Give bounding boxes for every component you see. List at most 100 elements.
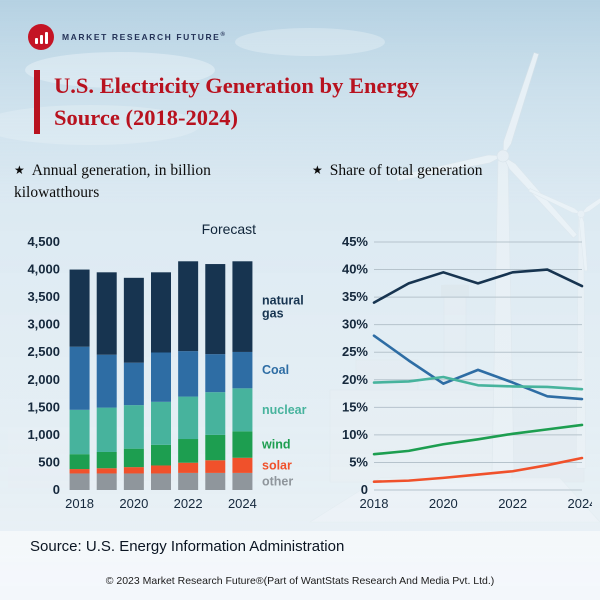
line-series-solar bbox=[372, 456, 584, 484]
bar-segment-wind bbox=[178, 439, 199, 463]
line-chart: 0 5% 10% 15% 20% 25% 30% 35% 40% 45% 2018 2020 2022 2… bbox=[342, 234, 592, 511]
bar-segment-other bbox=[232, 472, 253, 490]
bar-segment-natural-gas bbox=[151, 272, 171, 353]
brand-name-text: MARKET RESEARCH FUTURE bbox=[62, 32, 221, 42]
bar-chart: 0 500 1,000 1,500 2,000 2,500 3,000 3,500 4,000 4… bbox=[27, 221, 307, 511]
bar-segment-solar bbox=[96, 468, 117, 474]
right-subtitle-text: Share of total generation bbox=[329, 162, 483, 179]
bar-segment-other bbox=[151, 473, 171, 490]
legend-solar: solar bbox=[262, 458, 292, 472]
brand-name: MARKET RESEARCH FUTURE® bbox=[62, 32, 226, 42]
line-y-tick-label: 45% bbox=[342, 234, 368, 249]
left-subtitle-text: Annual generation, in billion kilowattho… bbox=[14, 162, 211, 202]
bar-segment-solar bbox=[178, 462, 199, 473]
bar-chart-container: 0 500 1,000 1,500 2,000 2,500 3,000 3,500 4,000 4… bbox=[14, 218, 324, 518]
source-text: Source: U.S. Energy Information Administ… bbox=[30, 538, 345, 555]
bar-segment-Coal bbox=[96, 354, 117, 408]
registered-mark: ® bbox=[220, 32, 227, 39]
bar-segment-other bbox=[96, 473, 117, 490]
legend-other: other bbox=[262, 474, 293, 488]
bar-segment-Coal bbox=[205, 354, 226, 393]
bar-segment-Coal bbox=[178, 351, 199, 397]
bar-segment-nuclear bbox=[151, 401, 171, 445]
star-icon: ★ bbox=[312, 163, 323, 177]
bar-y-tick-label: 4,500 bbox=[27, 234, 60, 249]
bar-segment-wind bbox=[123, 448, 144, 468]
bar-y-tick-label: 1,500 bbox=[27, 399, 60, 414]
line-series-nuclear bbox=[372, 375, 584, 391]
bar-segment-Coal bbox=[69, 346, 90, 410]
bar-segment-Coal bbox=[151, 352, 171, 402]
bar-segment-wind bbox=[205, 434, 226, 461]
bar-segment-nuclear bbox=[123, 405, 144, 449]
bar-segment-nuclear bbox=[232, 388, 253, 432]
bar-segment-solar bbox=[151, 465, 171, 474]
legend-wind: wind bbox=[261, 438, 290, 452]
line-y-tick-label: 20% bbox=[342, 372, 368, 387]
bar-segment-Coal bbox=[232, 351, 253, 389]
line-y-tick-label: 10% bbox=[342, 427, 368, 442]
bar-segment-solar bbox=[232, 457, 253, 473]
bar-segment-solar bbox=[123, 467, 144, 474]
copyright-strip: © 2023 Market Research Future®(Part of W… bbox=[0, 562, 600, 600]
legend-natural-gas: natural gas bbox=[262, 294, 304, 321]
bar-segment-solar bbox=[205, 460, 226, 473]
bar-segment-natural-gas bbox=[232, 261, 253, 352]
left-chart-subtitle: ★ Annual generation, in billion kilowatth… bbox=[14, 160, 290, 205]
bar-segment-nuclear bbox=[178, 396, 199, 440]
line-series-Coal bbox=[372, 334, 584, 401]
bar-y-tick-label: 2,000 bbox=[27, 372, 60, 387]
line-y-tick-label: 0 bbox=[361, 482, 368, 497]
bar-x-tick-label: 2020 bbox=[119, 496, 148, 511]
bar-segment-nuclear bbox=[205, 392, 226, 435]
line-x-tick-label: 2020 bbox=[429, 496, 458, 511]
line-y-tick-label: 30% bbox=[342, 317, 368, 332]
bar-segment-solar bbox=[69, 469, 90, 474]
star-icon: ★ bbox=[14, 163, 25, 177]
line-y-tick-label: 5% bbox=[349, 454, 368, 469]
copyright-text: © 2023 Market Research Future®(Part of W… bbox=[105, 575, 495, 587]
bar-segment-natural-gas bbox=[178, 261, 199, 352]
line-series-natural-gas bbox=[372, 268, 584, 304]
line-y-tick-label: 35% bbox=[342, 289, 368, 304]
bar-segment-natural-gas bbox=[96, 272, 117, 355]
bar-x-tick-label: 2022 bbox=[174, 496, 203, 511]
right-chart-subtitle: ★ Share of total generation bbox=[312, 160, 588, 182]
bar-y-tick-label: 3,500 bbox=[27, 289, 60, 304]
bar-segment-wind bbox=[232, 431, 253, 458]
bar-y-tick-label: 3,000 bbox=[27, 317, 60, 332]
bar-y-tick-label: 500 bbox=[38, 454, 60, 469]
bar-x-tick-label: 2018 bbox=[65, 496, 94, 511]
bar-segment-nuclear bbox=[96, 407, 117, 452]
bar-segment-natural-gas bbox=[205, 264, 226, 355]
brand-header: MARKET RESEARCH FUTURE® bbox=[28, 24, 226, 50]
bar-segment-other bbox=[205, 472, 226, 490]
bar-segment-wind bbox=[96, 451, 117, 469]
legend-Coal: Coal bbox=[262, 363, 289, 377]
line-y-tick-label: 15% bbox=[342, 399, 368, 414]
page-title: U.S. Electricity Generation by Energy So… bbox=[34, 70, 486, 134]
line-y-tick-label: 40% bbox=[342, 262, 368, 277]
line-x-tick-label: 2018 bbox=[360, 496, 389, 511]
line-x-tick-label: 2022 bbox=[498, 496, 527, 511]
bar-segment-other bbox=[69, 473, 90, 490]
legend-nuclear: nuclear bbox=[262, 403, 307, 417]
bar-segment-other bbox=[178, 472, 199, 490]
bar-segment-natural-gas bbox=[123, 277, 144, 363]
bar-x-tick-label: 2024 bbox=[228, 496, 257, 511]
bar-y-tick-label: 2,500 bbox=[27, 344, 60, 359]
bar-segment-wind bbox=[69, 454, 90, 470]
forecast-label: Forecast bbox=[202, 221, 257, 237]
line-series-wind bbox=[372, 423, 584, 456]
bar-segment-natural-gas bbox=[69, 269, 90, 347]
bar-segment-Coal bbox=[123, 362, 144, 406]
bar-segment-wind bbox=[151, 444, 171, 466]
bar-y-tick-label: 0 bbox=[53, 482, 60, 497]
source-strip: Source: U.S. Energy Information Administ… bbox=[0, 531, 600, 562]
line-x-tick-label: 2024 bbox=[568, 496, 592, 511]
line-chart-container: 0 5% 10% 15% 20% 25% 30% 35% 40% 45% 2018 2020 2022 2… bbox=[330, 218, 592, 518]
brand-logo-icon bbox=[28, 24, 54, 50]
bar-segment-other bbox=[123, 473, 144, 490]
bar-y-tick-label: 1,000 bbox=[27, 427, 60, 442]
